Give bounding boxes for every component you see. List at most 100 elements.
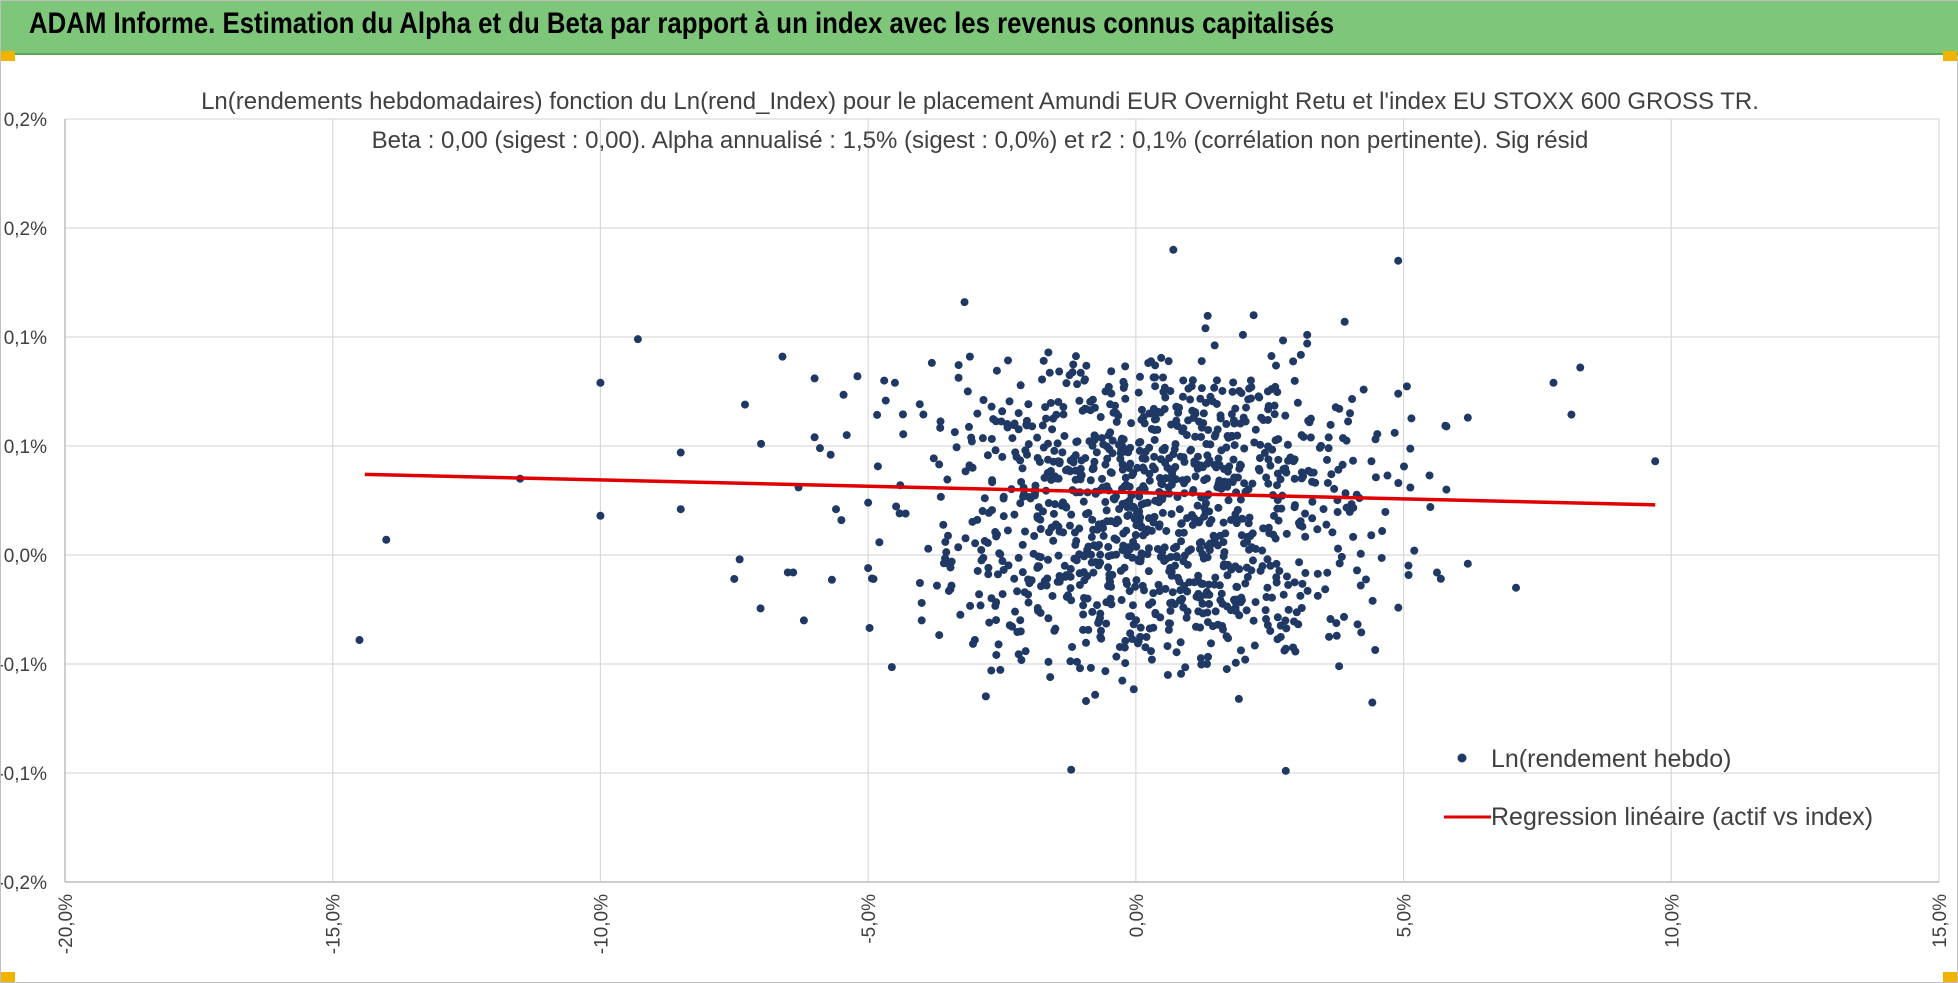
scatter-point [1010, 574, 1019, 583]
scatter-point [1301, 569, 1310, 578]
scatter-point [1124, 448, 1133, 457]
legend: Ln(rendement hebdo) Regression linéaire … [1444, 745, 1873, 831]
scatter-point [1463, 413, 1472, 422]
scatter-point [1151, 373, 1160, 382]
scatter-point [1189, 413, 1198, 422]
legend-label-scatter: Ln(rendement hebdo) [1491, 745, 1731, 773]
scatter-point [1108, 436, 1117, 445]
scatter-point [1106, 428, 1115, 437]
scatter-point [1215, 481, 1224, 490]
scatter-point [1213, 425, 1222, 434]
scatter-point [890, 378, 899, 387]
scatter-point [1281, 411, 1290, 420]
scatter-point [1327, 470, 1336, 479]
scatter-point [1017, 656, 1026, 665]
scatter-point [1169, 544, 1178, 553]
scatter-point [1383, 471, 1392, 480]
scatter-point [1134, 555, 1143, 564]
scatter-point [1232, 519, 1241, 528]
scatter-point [978, 434, 987, 443]
scatter-point [1004, 356, 1013, 365]
scatter-point [839, 390, 848, 399]
scatter-point [1293, 398, 1302, 407]
scatter-point [1066, 657, 1075, 666]
scatter-point [941, 537, 950, 546]
scatter-point [1121, 499, 1130, 508]
scatter-point [1139, 531, 1148, 540]
scatter-point [1208, 397, 1217, 406]
scatter-point [1154, 580, 1163, 589]
scatter-point [815, 444, 824, 453]
scatter-point [1148, 462, 1157, 471]
scatter-point [1005, 397, 1014, 406]
scatter-point [1044, 455, 1053, 464]
scatter-point [1118, 676, 1127, 685]
scatter-point [987, 402, 996, 411]
scatter-point [1072, 437, 1081, 446]
scatter-point [1373, 430, 1382, 439]
corner-marker-bottom-right [1943, 972, 1957, 982]
scatter-point [1167, 571, 1176, 580]
scatter-point [1567, 410, 1576, 419]
scatter-point [1129, 620, 1138, 629]
scatter-point [826, 450, 835, 459]
scatter-point [1197, 579, 1206, 588]
scatter-point [1176, 586, 1185, 595]
scatter-point [1231, 606, 1240, 615]
x-tick-label: 10,0% [1662, 894, 1683, 948]
scatter-point [1124, 463, 1133, 472]
scatter-point [1054, 397, 1063, 406]
legend-label-regression: Regression linéaire (actif vs index) [1491, 803, 1873, 831]
scatter-point [1140, 419, 1149, 428]
scatter-point [1233, 473, 1242, 482]
scatter-point [1099, 531, 1108, 540]
scatter-point [983, 451, 992, 460]
scatter-point [998, 407, 1007, 416]
scatter-point [960, 298, 969, 307]
scatter-point [1206, 639, 1215, 648]
scatter-point [1188, 406, 1197, 415]
scatter-point [1121, 394, 1130, 403]
scatter-point [1290, 474, 1299, 483]
scatter-point [1121, 636, 1130, 645]
scatter-point [1043, 555, 1052, 564]
scatter-point [1052, 474, 1061, 483]
scatter-point [1273, 613, 1282, 622]
scatter-point [1107, 600, 1116, 609]
scatter-point [1211, 607, 1220, 616]
scatter-point [1199, 409, 1208, 418]
scatter-point [1188, 376, 1197, 385]
scatter-point [1136, 437, 1145, 446]
scatter-point [1101, 387, 1110, 396]
scatter-point [1160, 405, 1169, 414]
scatter-point [1203, 451, 1212, 460]
scatter-point [1186, 395, 1195, 404]
scatter-point [1172, 648, 1181, 657]
scatter-point [1065, 521, 1074, 530]
scatter-point [1172, 402, 1181, 411]
scatter-point [1101, 498, 1110, 507]
scatter-point [1137, 405, 1146, 414]
scatter-point [1077, 471, 1086, 480]
scatter-point [1290, 578, 1299, 587]
scatter-point [1096, 550, 1105, 559]
scatter-point [1084, 625, 1093, 634]
scatter-point [1251, 598, 1260, 607]
scatter-point [1262, 473, 1271, 482]
scatter-point [1244, 519, 1253, 528]
scatter-point [1112, 417, 1121, 426]
scatter-point [991, 446, 1000, 455]
scatter-point [967, 433, 976, 442]
scatter-point [1164, 357, 1173, 366]
scatter-point [1128, 503, 1137, 512]
scatter-point [1246, 376, 1255, 385]
scatter-point [1131, 531, 1140, 540]
chart-title-line1: Ln(rendements hebdomadaires) fonction du… [201, 88, 1759, 115]
regression-series [364, 472, 1656, 507]
scatter-point [1136, 632, 1145, 641]
scatter-point [1297, 431, 1306, 440]
scatter-point [954, 543, 963, 552]
scatter-point [1069, 360, 1078, 369]
scatter-point [1145, 469, 1154, 478]
